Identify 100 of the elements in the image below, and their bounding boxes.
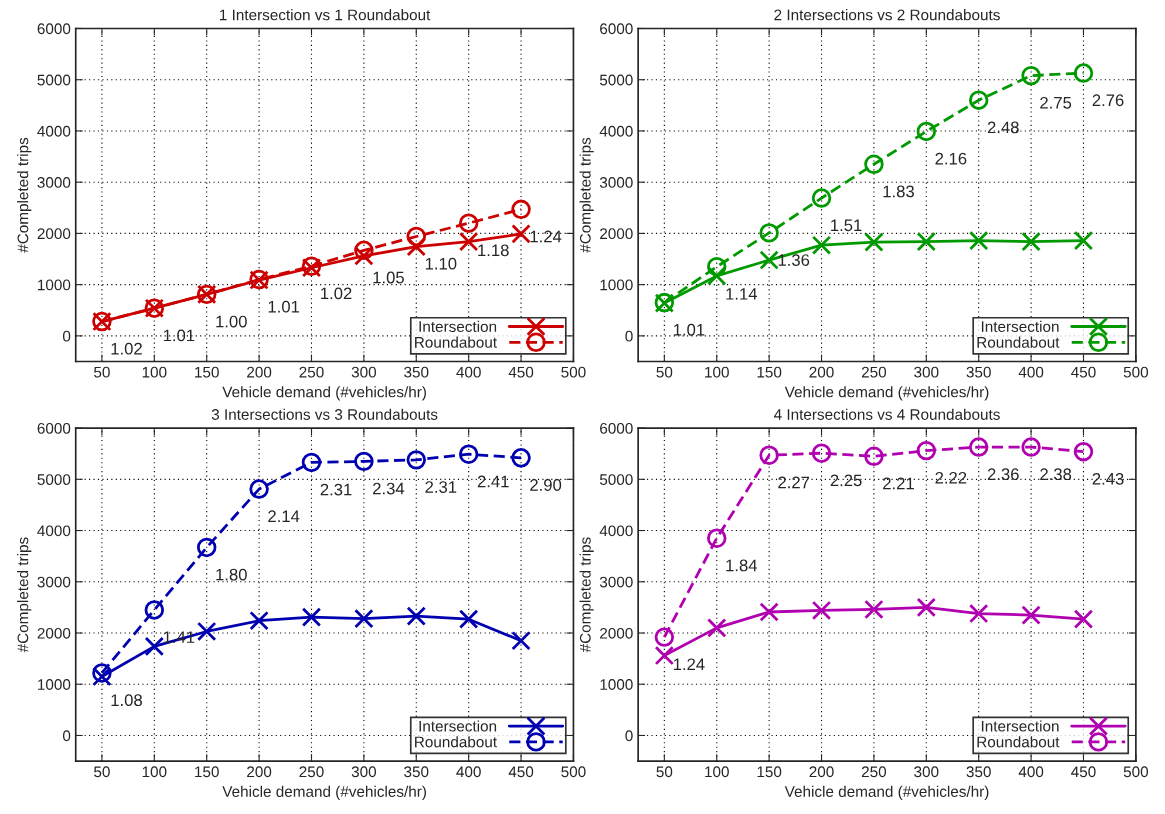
y-axis-title: #Completed trips bbox=[579, 537, 594, 653]
annotation: 1.51 bbox=[831, 219, 862, 232]
x-tick-label: 250 bbox=[299, 366, 324, 378]
point bbox=[654, 627, 675, 647]
point bbox=[916, 231, 937, 252]
annotation: 1.14 bbox=[726, 288, 758, 300]
x-tick-label: 50 bbox=[94, 766, 110, 778]
chart-title: 2 Intersections vs 2 Roundabouts bbox=[774, 9, 1000, 21]
annotation: 2.14 bbox=[268, 510, 300, 522]
point bbox=[458, 444, 479, 464]
point bbox=[759, 223, 779, 243]
point bbox=[968, 437, 989, 457]
annotation: 2.41 bbox=[477, 475, 509, 488]
point bbox=[968, 603, 989, 624]
annotation: 2.75 bbox=[1040, 96, 1072, 109]
x-tick-label: 450 bbox=[1071, 366, 1096, 378]
y-tick-label: 2000 bbox=[37, 627, 71, 639]
legend-label: Intersection bbox=[419, 320, 497, 333]
point bbox=[811, 188, 832, 208]
y-tick-label: 5000 bbox=[599, 474, 633, 486]
y-tick-label: 1000 bbox=[38, 279, 71, 291]
point bbox=[811, 235, 832, 255]
x-tick-label: 150 bbox=[195, 366, 219, 378]
annotation: 2.90 bbox=[530, 479, 562, 491]
annotation: 2.34 bbox=[373, 482, 405, 495]
legend-label: Roundabout bbox=[977, 736, 1060, 748]
x-tick-label: 100 bbox=[142, 366, 167, 378]
x-tick-label: 200 bbox=[247, 366, 272, 378]
x-tick-label: 400 bbox=[1018, 766, 1044, 778]
x-tick-label: 250 bbox=[299, 766, 324, 778]
point bbox=[301, 452, 322, 473]
x-tick-label: 100 bbox=[705, 766, 729, 778]
y-tick-label: 5000 bbox=[37, 74, 71, 86]
annotation: 1.24 bbox=[673, 658, 705, 671]
point bbox=[864, 154, 884, 174]
y-tick-label: 3000 bbox=[599, 576, 633, 588]
y-tick-label: 4000 bbox=[599, 525, 633, 537]
point bbox=[759, 602, 779, 622]
annotation: 2.48 bbox=[987, 121, 1019, 134]
annotation: 1.02 bbox=[321, 287, 352, 300]
annotation: 2.38 bbox=[1040, 468, 1072, 481]
x-tick-label: 400 bbox=[456, 766, 481, 778]
x-axis-title: Vehicle demand (#vehicles/hr) bbox=[222, 386, 426, 401]
x-tick-label: 250 bbox=[861, 766, 887, 778]
annotation: 1.05 bbox=[373, 271, 404, 284]
point bbox=[916, 121, 937, 142]
point bbox=[458, 231, 479, 252]
y-tick-label: 6000 bbox=[600, 422, 633, 434]
point bbox=[511, 224, 531, 244]
y-tick-label: 6000 bbox=[600, 23, 633, 35]
x-tick-label: 50 bbox=[656, 766, 673, 778]
y-tick-label: 0 bbox=[62, 330, 71, 342]
x-tick-label: 450 bbox=[508, 766, 534, 778]
point bbox=[511, 630, 531, 651]
point bbox=[406, 450, 426, 470]
point bbox=[406, 606, 426, 626]
y-axis-title: #Completed trips bbox=[579, 137, 594, 253]
point bbox=[1021, 605, 1041, 625]
x-tick-label: 100 bbox=[705, 366, 729, 378]
point bbox=[864, 599, 884, 620]
y-tick-label: 0 bbox=[62, 730, 71, 742]
chart-title: 1 Intersection vs 1 Roundabout bbox=[220, 9, 431, 21]
legend-label: Roundabout bbox=[977, 336, 1060, 348]
x-tick-label: 500 bbox=[1123, 366, 1149, 378]
point bbox=[864, 232, 884, 252]
point bbox=[707, 256, 727, 277]
annotation: 2.31 bbox=[320, 483, 352, 496]
x-tick-label: 300 bbox=[351, 366, 377, 378]
y-tick-label: 2000 bbox=[37, 228, 71, 240]
y-axis-title: #Completed trips bbox=[17, 537, 32, 653]
annotation: 2.21 bbox=[883, 477, 914, 490]
legend-label: Roundabout bbox=[415, 336, 497, 348]
point bbox=[811, 443, 832, 463]
x-tick-label: 500 bbox=[561, 766, 586, 778]
chart-title: 4 Intersections vs 4 Roundabouts bbox=[773, 408, 1000, 420]
point bbox=[511, 448, 531, 468]
point bbox=[759, 250, 779, 270]
point bbox=[1073, 441, 1094, 462]
point bbox=[654, 645, 675, 666]
point bbox=[968, 90, 989, 110]
annotation: 1.01 bbox=[673, 323, 705, 336]
x-tick-label: 50 bbox=[656, 366, 673, 378]
point bbox=[1021, 231, 1041, 252]
annotation: 2.31 bbox=[425, 481, 457, 493]
point bbox=[916, 597, 937, 618]
x-tick-label: 400 bbox=[1018, 366, 1044, 378]
annotation: 2.16 bbox=[935, 152, 967, 165]
annotation: 1.84 bbox=[726, 559, 758, 572]
x-axis-title: Vehicle demand (#vehicles/hr) bbox=[222, 785, 426, 800]
x-tick-label: 150 bbox=[757, 766, 782, 778]
point bbox=[1021, 437, 1041, 457]
x-tick-label: 200 bbox=[247, 766, 272, 778]
point bbox=[406, 226, 426, 247]
y-tick-label: 4000 bbox=[37, 125, 71, 137]
point bbox=[759, 445, 779, 465]
point bbox=[707, 266, 727, 286]
point bbox=[196, 537, 217, 558]
annotation: 2.22 bbox=[935, 471, 967, 484]
y-tick-label: 1000 bbox=[600, 679, 633, 690]
y-tick-label: 3000 bbox=[37, 576, 71, 588]
